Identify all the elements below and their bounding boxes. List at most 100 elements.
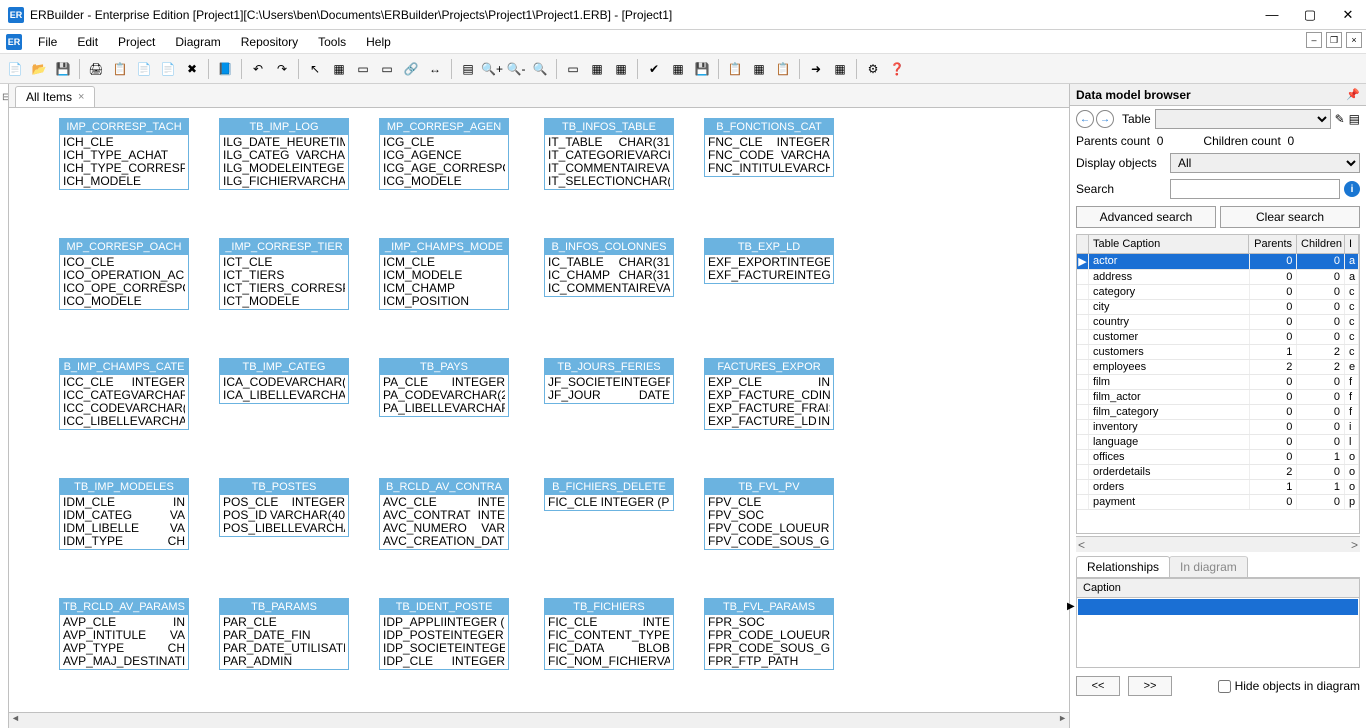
toolbar-btn-36[interactable]: ▦ [748, 58, 770, 80]
entity-table[interactable]: B_FICHIERS_DELETEFIC_CLE INTEGER (PK) [544, 478, 674, 511]
next-button[interactable]: >> [1128, 676, 1172, 696]
mdi-restore-button[interactable]: ❐ [1326, 32, 1342, 48]
toolbar-btn-18[interactable]: ▭ [376, 58, 398, 80]
toolbar-btn-24[interactable]: 🔍- [505, 58, 527, 80]
table-row[interactable]: film_actor00f [1077, 390, 1359, 405]
toolbar-btn-4[interactable]: 🖨 [85, 58, 107, 80]
entity-table[interactable]: TB_POSTESPOS_CLEINTEGERPOS_IDVARCHAR(40P… [219, 478, 349, 537]
table-row[interactable]: offices01o [1077, 450, 1359, 465]
toolbar-btn-0[interactable]: 📄 [4, 58, 26, 80]
entity-table[interactable]: TB_FICHIERSFIC_CLEINTEFIC_CONTENT_TYPEVA… [544, 598, 674, 670]
col-caption[interactable]: Table Caption [1089, 235, 1249, 253]
toolbar-btn-16[interactable]: ▦ [328, 58, 350, 80]
toolbar-btn-42[interactable]: ⚙ [862, 58, 884, 80]
col-parents[interactable]: Parents [1249, 235, 1297, 253]
toolbar-btn-39[interactable]: ➜ [805, 58, 827, 80]
tab-relationships[interactable]: Relationships [1076, 556, 1170, 577]
mdi-close-button[interactable]: × [1346, 32, 1362, 48]
menu-edit[interactable]: Edit [67, 32, 108, 52]
toolbar-btn-17[interactable]: ▭ [352, 58, 374, 80]
toolbar-btn-29[interactable]: ▦ [610, 58, 632, 80]
entity-table[interactable]: IMP_CORRESP_TACHICH_CLEICH_TYPE_ACHATICH… [59, 118, 189, 190]
entity-table[interactable]: MP_CORRESP_OACHICO_CLEICO_OPERATION_ACHA… [59, 238, 189, 310]
toolbar-btn-12[interactable]: ↶ [247, 58, 269, 80]
menu-file[interactable]: File [28, 32, 67, 52]
entity-table[interactable]: TB_INFOS_TABLEIT_TABLECHAR(31IT_CATEGORI… [544, 118, 674, 190]
tree-workspace[interactable]: ⊟ Workspace [0, 88, 8, 106]
table-row[interactable]: orderdetails20o [1077, 465, 1359, 480]
toolbar-btn-19[interactable]: 🔗 [400, 58, 422, 80]
toolbar-btn-28[interactable]: ▦ [586, 58, 608, 80]
toolbar-btn-1[interactable]: 📂 [28, 58, 50, 80]
mdi-minimize-button[interactable]: – [1306, 32, 1322, 48]
display-objects-select[interactable]: All [1170, 153, 1360, 173]
workspace-tree[interactable]: ⊟ Workspace ⊟ Project1 ⊟ Diagrams All It… [0, 84, 9, 728]
entity-table[interactable]: B_RCLD_AV_CONTRAAVC_CLEINTEAVC_CONTRATIN… [379, 478, 509, 550]
canvas-hscroll[interactable] [9, 712, 1069, 728]
toolbar-btn-33[interactable]: 💾 [691, 58, 713, 80]
table-row[interactable]: country00c [1077, 315, 1359, 330]
toolbar-btn-35[interactable]: 📋 [724, 58, 746, 80]
minimize-button[interactable]: — [1262, 7, 1282, 23]
canvas-tab[interactable]: All Items × [15, 86, 95, 107]
table-row[interactable]: customer00c [1077, 330, 1359, 345]
toolbar-btn-43[interactable]: ❓ [886, 58, 908, 80]
tree-sequences[interactable]: ⊞Sequences [0, 214, 9, 232]
clear-search-button[interactable]: Clear search [1220, 206, 1360, 228]
toolbar-btn-15[interactable]: ↖ [304, 58, 326, 80]
entity-table[interactable]: TB_IDENT_POSTEIDP_APPLIINTEGER (PIDP_POS… [379, 598, 509, 670]
tree-relationships[interactable]: ⊞Relationships [0, 250, 9, 268]
entity-table[interactable]: TB_PAYSPA_CLEINTEGERPA_CODEVARCHAR(2)PA_… [379, 358, 509, 417]
tree-domains[interactable]: ⊞Domains [0, 232, 9, 250]
table-row[interactable]: language00l [1077, 435, 1359, 450]
info-icon[interactable]: i [1344, 181, 1360, 197]
menu-diagram[interactable]: Diagram [165, 32, 230, 52]
tab-in-diagram[interactable]: In diagram [1169, 556, 1248, 577]
entity-table[interactable]: TB_IMP_CATEGICA_CODEVARCHAR(15)ICA_LIBEL… [219, 358, 349, 404]
entity-table[interactable]: TB_RCLD_AV_PARAMSAVP_CLEINAVP_INTITULEVA… [59, 598, 189, 670]
toolbar-btn-2[interactable]: 💾 [52, 58, 74, 80]
table-row[interactable]: category00c [1077, 285, 1359, 300]
grid-hscroll[interactable]: <> [1076, 536, 1360, 552]
nav-back-icon[interactable]: ← [1076, 110, 1094, 128]
entity-table[interactable]: FACTURES_EXPOREXP_CLEINEXP_FACTURE_CDINE… [704, 358, 834, 430]
tree-views[interactable]: ⊞Views [0, 196, 9, 214]
toolbar-btn-13[interactable]: ↷ [271, 58, 293, 80]
toolbar-btn-8[interactable]: ✖ [181, 58, 203, 80]
table-row[interactable]: customers12c [1077, 345, 1359, 360]
pin-icon[interactable]: 📌 [1346, 88, 1360, 101]
entity-table[interactable]: TB_FVL_PVFPV_CLEFPV_SOCFPV_CODE_LOUEURFP… [704, 478, 834, 550]
maximize-button[interactable]: ▢ [1300, 7, 1320, 23]
relationships-grid[interactable]: Caption ▶ [1076, 578, 1360, 668]
table-row[interactable]: film_category00f [1077, 405, 1359, 420]
toolbar-btn-20[interactable]: ↔ [424, 58, 446, 80]
entity-table[interactable]: B_INFOS_COLONNESIC_TABLECHAR(31IC_CHAMPC… [544, 238, 674, 297]
entity-table[interactable]: B_IMP_CHAMPS_CATEICC_CLEINTEGERICC_CATEG… [59, 358, 189, 430]
entity-table[interactable]: B_FONCTIONS_CATFNC_CLEINTEGERFNC_CODEVAR… [704, 118, 834, 177]
toolbar-btn-10[interactable]: 📘 [214, 58, 236, 80]
table-row[interactable]: orders11o [1077, 480, 1359, 495]
search-input[interactable] [1170, 179, 1340, 199]
table-row[interactable]: film00f [1077, 375, 1359, 390]
col-extra[interactable]: I [1345, 235, 1359, 253]
er-canvas[interactable]: IMP_CORRESP_TACHICH_CLEICH_TYPE_ACHATICH… [9, 108, 1069, 712]
toolbar-btn-23[interactable]: 🔍+ [481, 58, 503, 80]
toolbar-btn-25[interactable]: 🔍 [529, 58, 551, 80]
relationship-row[interactable] [1078, 599, 1358, 615]
entity-table[interactable]: TB_PARAMSPAR_CLEPAR_DATE_FINPAR_DATE_UTI… [219, 598, 349, 670]
table-row[interactable]: ▶actor00a [1077, 254, 1359, 270]
rel-col-caption[interactable]: Caption [1077, 579, 1359, 598]
tables-grid[interactable]: Table Caption Parents Children I ▶actor0… [1076, 234, 1360, 534]
table-row[interactable]: inventory00i [1077, 420, 1359, 435]
prev-button[interactable]: << [1076, 676, 1120, 696]
entity-table[interactable]: TB_IMP_LOGILG_DATE_HEURETIMESTAILG_CATEG… [219, 118, 349, 190]
entity-table[interactable]: TB_EXP_LDEXF_EXPORTINTEGEREXF_FACTUREINT… [704, 238, 834, 284]
hide-objects-checkbox[interactable]: Hide objects in diagram [1218, 679, 1360, 693]
tab-close-icon[interactable]: × [78, 91, 84, 103]
entity-table[interactable]: MP_CORRESP_AGENICG_CLEICG_AGENCEICG_AGE_… [379, 118, 509, 190]
entity-table[interactable]: TB_IMP_MODELESIDM_CLEINIDM_CATEGVAIDM_LI… [59, 478, 189, 550]
toolbar-btn-40[interactable]: ▦ [829, 58, 851, 80]
nav-forward-icon[interactable]: → [1096, 110, 1114, 128]
table-row[interactable]: city00c [1077, 300, 1359, 315]
col-children[interactable]: Children [1297, 235, 1345, 253]
